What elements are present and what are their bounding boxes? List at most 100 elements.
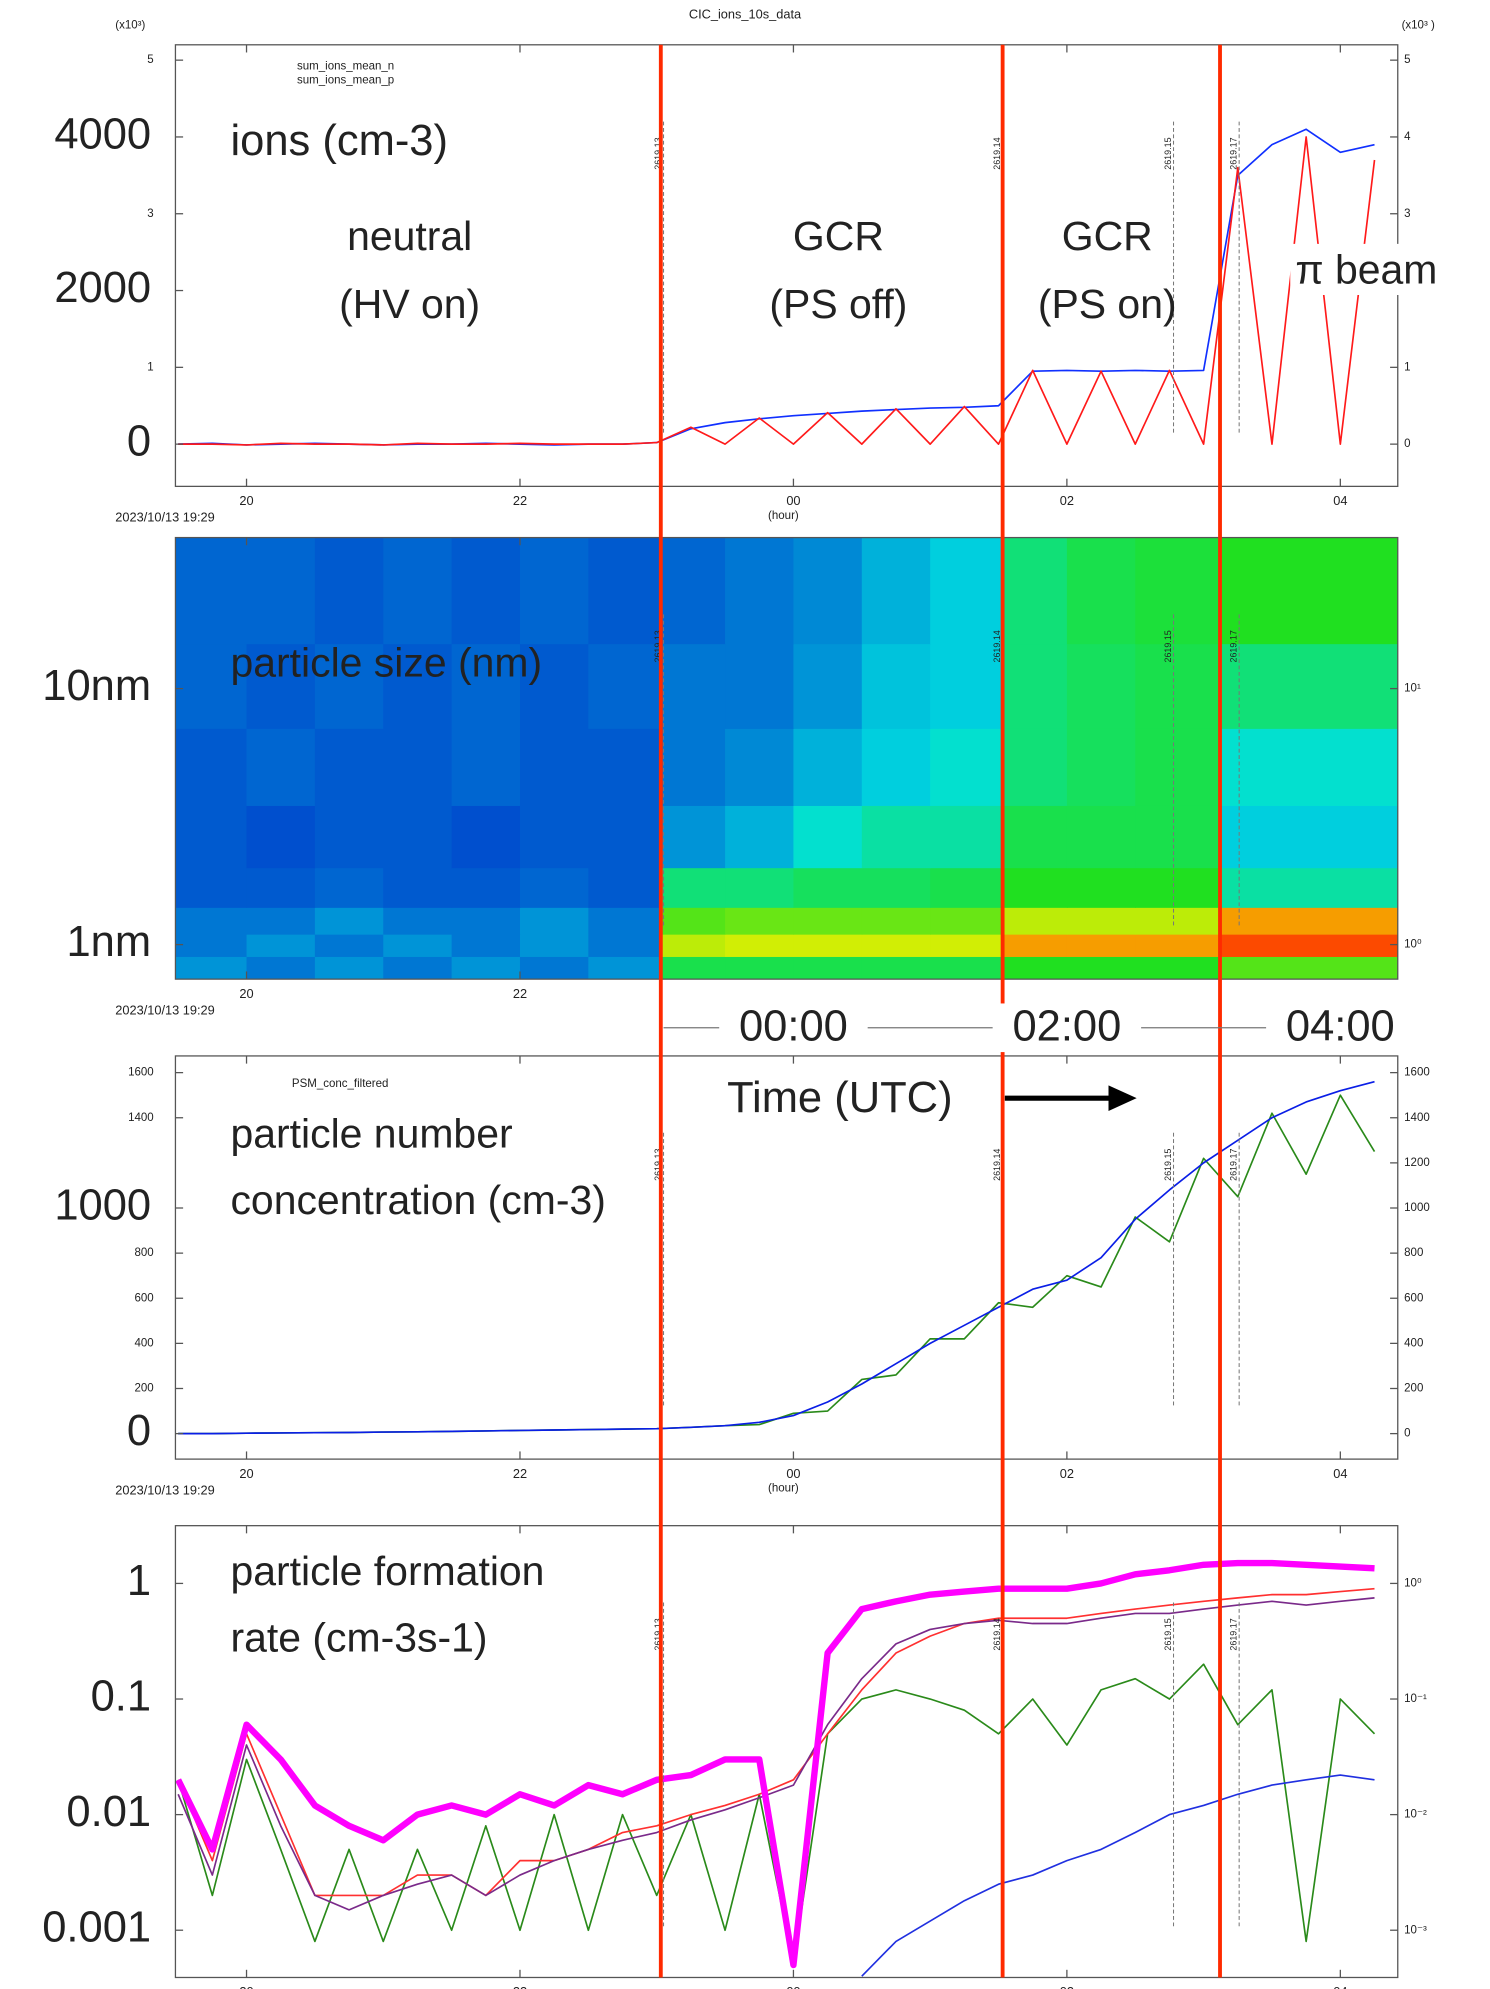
heat-cell xyxy=(383,934,452,957)
x-axis-label: (hour) xyxy=(768,510,799,522)
heat-cell xyxy=(725,805,794,868)
heat-cell xyxy=(383,956,452,979)
heat-cell xyxy=(1135,934,1220,957)
annotation: (PS off) xyxy=(769,281,907,327)
heat-cell xyxy=(1003,805,1068,868)
heat-cell xyxy=(793,868,862,908)
heat-cell xyxy=(1067,805,1136,868)
annotation: particle formation xyxy=(230,1548,544,1594)
heat-cell xyxy=(930,538,1003,645)
heat-cell xyxy=(661,538,726,645)
heat-cell xyxy=(315,934,384,957)
y2-tick-label: 10⁰ xyxy=(1404,1577,1422,1589)
x-tick-label: 02 xyxy=(1060,493,1074,508)
heat-cell xyxy=(383,538,452,645)
heat-cell xyxy=(247,538,316,645)
heat-cell xyxy=(862,644,931,729)
heat-cell xyxy=(862,907,931,934)
series-line xyxy=(178,1664,1374,1965)
heat-cell xyxy=(520,907,589,934)
y2-tick-label: 10⁻³ xyxy=(1404,1924,1427,1936)
heat-cell xyxy=(1067,538,1136,645)
annotation: GCR xyxy=(793,213,884,259)
x-tick-label: 00 xyxy=(786,493,800,508)
heat-cell xyxy=(175,728,247,806)
heat-cell xyxy=(1067,907,1136,934)
heat-cell xyxy=(793,956,862,979)
run-marker-label: 2619.14 xyxy=(992,1618,1002,1650)
chart-title: CIC_ions_10s_data xyxy=(689,7,802,22)
heat-cell xyxy=(175,956,247,979)
heat-cell xyxy=(1003,907,1068,934)
run-marker-label: 2619.15 xyxy=(1163,1618,1173,1650)
overlay: 2619.132619.132619.132619.132619.142619.… xyxy=(653,45,1415,1978)
heat-cell xyxy=(383,805,452,868)
heat-cell xyxy=(1003,934,1068,957)
heat-cell xyxy=(175,538,247,645)
heat-cell xyxy=(520,728,589,806)
y-tick-label: 10nm xyxy=(42,662,151,710)
y-tick-label-small: 1600 xyxy=(128,1067,154,1079)
heat-cell xyxy=(247,868,316,908)
y-tick-label-small: 400 xyxy=(134,1337,153,1349)
y-tick-label-small: 1400 xyxy=(128,1112,154,1124)
heat-cell xyxy=(725,868,794,908)
heat-cell xyxy=(1067,934,1136,957)
panel: 20222023/10/13 19:2910nm1nm10¹10⁰ xyxy=(42,538,1422,1018)
run-marker-label: 2619.17 xyxy=(1228,137,1238,169)
heat-cell xyxy=(661,805,726,868)
heat-cell xyxy=(862,805,931,868)
heat-cell xyxy=(1135,956,1220,979)
heat-cell xyxy=(247,956,316,979)
y-tick-label: 0.001 xyxy=(42,1904,151,1952)
plot-area xyxy=(175,538,1398,980)
y2-tick-label: 600 xyxy=(1404,1292,1423,1304)
x-axis-label: (hour) xyxy=(768,1483,799,1495)
heat-cell xyxy=(520,868,589,908)
heat-cell xyxy=(1220,907,1398,934)
heat-cell xyxy=(1135,728,1220,806)
x-tick-label: 20 xyxy=(239,1984,253,1989)
heat-cell xyxy=(862,956,931,979)
heat-cell xyxy=(452,907,521,934)
time-tick-label: 00:00 xyxy=(739,1003,848,1051)
y2-tick-label: 10⁻² xyxy=(1404,1809,1427,1821)
heat-cell xyxy=(247,728,316,806)
time-arrow-head xyxy=(1108,1085,1136,1111)
heat-cell xyxy=(793,907,862,934)
heat-cell xyxy=(520,805,589,868)
run-marker-label: 2619.17 xyxy=(1228,630,1238,662)
time-tick-label: 04:00 xyxy=(1286,1003,1395,1051)
heat-cell xyxy=(175,934,247,957)
heat-cell xyxy=(661,956,726,979)
y-tick-label-small: 200 xyxy=(134,1383,153,1395)
time-tick-label: 02:00 xyxy=(1012,1003,1121,1051)
heat-cell xyxy=(1220,538,1398,645)
plot-frame xyxy=(175,45,1397,487)
heat-cell xyxy=(793,644,862,729)
heat-cell xyxy=(725,934,794,957)
heat-cell xyxy=(1067,644,1136,729)
heat-cell xyxy=(247,805,316,868)
heat-cell xyxy=(725,907,794,934)
heat-cell xyxy=(930,956,1003,979)
heat-cell xyxy=(1135,868,1220,908)
heat-cell xyxy=(661,907,726,934)
heat-cell xyxy=(588,934,661,957)
heat-cell xyxy=(452,805,521,868)
heat-cell xyxy=(793,934,862,957)
y-tick-label: 1000 xyxy=(54,1182,151,1230)
run-marker-label: 2619.15 xyxy=(1163,630,1173,662)
y2-tick-label: 0 xyxy=(1404,438,1410,450)
x-tick-label: 20 xyxy=(239,493,253,508)
y2-unit-label: (x10³ ) xyxy=(1402,20,1435,32)
annotation: neutral xyxy=(347,213,472,259)
heat-cell xyxy=(315,538,384,645)
y2-tick-label: 800 xyxy=(1404,1247,1423,1259)
x-tick-label: 02 xyxy=(1060,1466,1074,1481)
y-tick-label: 4000 xyxy=(54,110,151,158)
heat-cell xyxy=(725,644,794,729)
heat-cell xyxy=(862,934,931,957)
y-tick-label: 0 xyxy=(127,418,151,466)
